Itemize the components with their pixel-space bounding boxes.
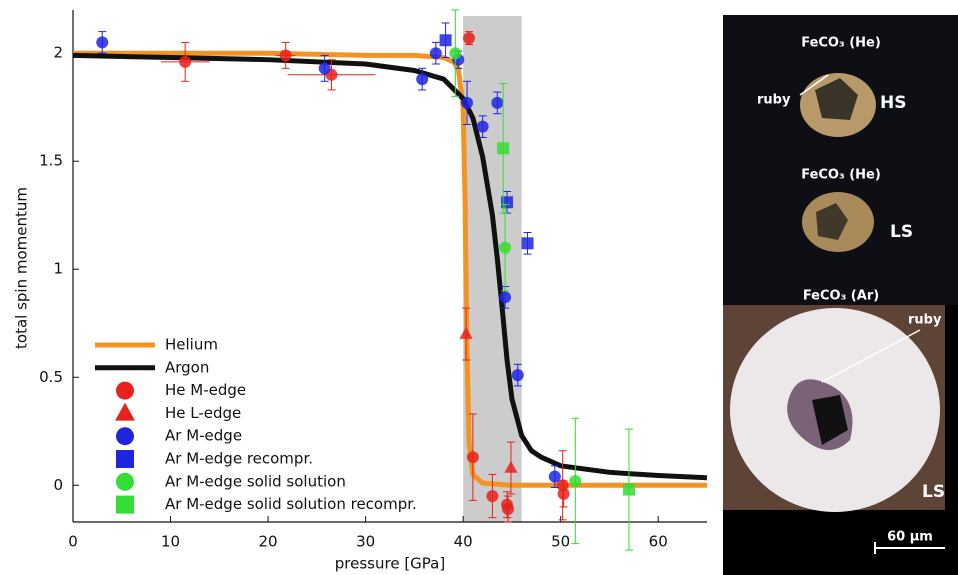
marker	[429, 47, 442, 60]
legend-marker	[115, 402, 135, 421]
marker	[416, 73, 429, 86]
micrograph-label: FeCO₃ (Ar)	[803, 289, 879, 304]
marker	[449, 47, 462, 60]
marker	[461, 96, 474, 109]
marker	[459, 326, 473, 339]
y-tick-label: 0	[53, 476, 63, 494]
micrograph-label: HS	[880, 93, 906, 113]
legend-label: Helium	[165, 336, 218, 354]
marker	[318, 62, 331, 75]
y-tick-label: 1.5	[39, 152, 63, 170]
y-tick-label: 0.5	[39, 368, 63, 386]
legend-label: Argon	[165, 358, 209, 376]
legend-marker	[116, 381, 134, 400]
legend-label: Ar M-edge	[165, 427, 242, 445]
marker	[499, 291, 512, 304]
x-tick-label: 0	[68, 533, 78, 551]
marker	[497, 142, 510, 155]
legend-label: Ar M-edge recompr.	[165, 450, 313, 468]
x-axis-label: pressure [GPa]	[335, 555, 445, 573]
micrograph-label: FeCO₃ (He)	[801, 36, 881, 51]
sample-hole	[816, 203, 848, 240]
micrograph-dark	[723, 15, 958, 305]
x-tick-label: 40	[454, 533, 473, 551]
legend-label: He M-edge	[165, 381, 246, 399]
micrograph-label: ruby	[908, 313, 942, 328]
micrograph-label: FeCO₃ (He)	[801, 168, 881, 183]
legend-label: He L-edge	[165, 404, 241, 422]
sample-hole	[812, 395, 848, 445]
x-tick-label: 50	[551, 533, 570, 551]
marker	[569, 474, 582, 487]
marker	[463, 32, 476, 45]
marker	[499, 241, 512, 254]
micrograph-label: 60 µm	[887, 530, 933, 545]
x-tick-label: 10	[161, 533, 180, 551]
curve	[72, 52, 708, 481]
legend-marker	[116, 450, 134, 468]
y-tick-label: 2	[53, 44, 63, 62]
marker	[439, 34, 452, 47]
marker	[486, 490, 499, 503]
marker	[491, 96, 504, 109]
legend-marker	[116, 427, 134, 446]
y-tick-label: 1	[53, 260, 63, 278]
y-axis-label: total spin momentum	[13, 187, 31, 349]
marker	[548, 470, 561, 483]
marker	[279, 49, 292, 62]
marker	[476, 120, 489, 133]
ruby-arrow	[799, 74, 829, 96]
x-tick-label: 30	[356, 533, 375, 551]
marker	[557, 487, 570, 500]
micrograph-label: LS	[922, 482, 945, 502]
legend-label: Ar M-edge solid solution	[165, 472, 346, 490]
marker	[96, 36, 109, 49]
legend-marker	[116, 472, 134, 491]
marker	[179, 55, 192, 68]
x-tick-label: 60	[649, 533, 668, 551]
ruby-arrow	[821, 329, 921, 383]
marker	[502, 503, 515, 516]
legend-marker	[116, 495, 134, 514]
micrograph-label: ruby	[757, 93, 791, 108]
marker	[501, 196, 514, 209]
marker	[511, 369, 524, 382]
marker	[622, 483, 635, 496]
sample-hole	[815, 78, 858, 120]
x-tick-label: 20	[259, 533, 278, 551]
micrograph-label: LS	[890, 222, 913, 242]
marker	[466, 451, 479, 464]
legend-label: Ar M-edge solid solution recompr.	[165, 495, 417, 513]
marker	[504, 460, 518, 473]
marker	[521, 237, 534, 250]
